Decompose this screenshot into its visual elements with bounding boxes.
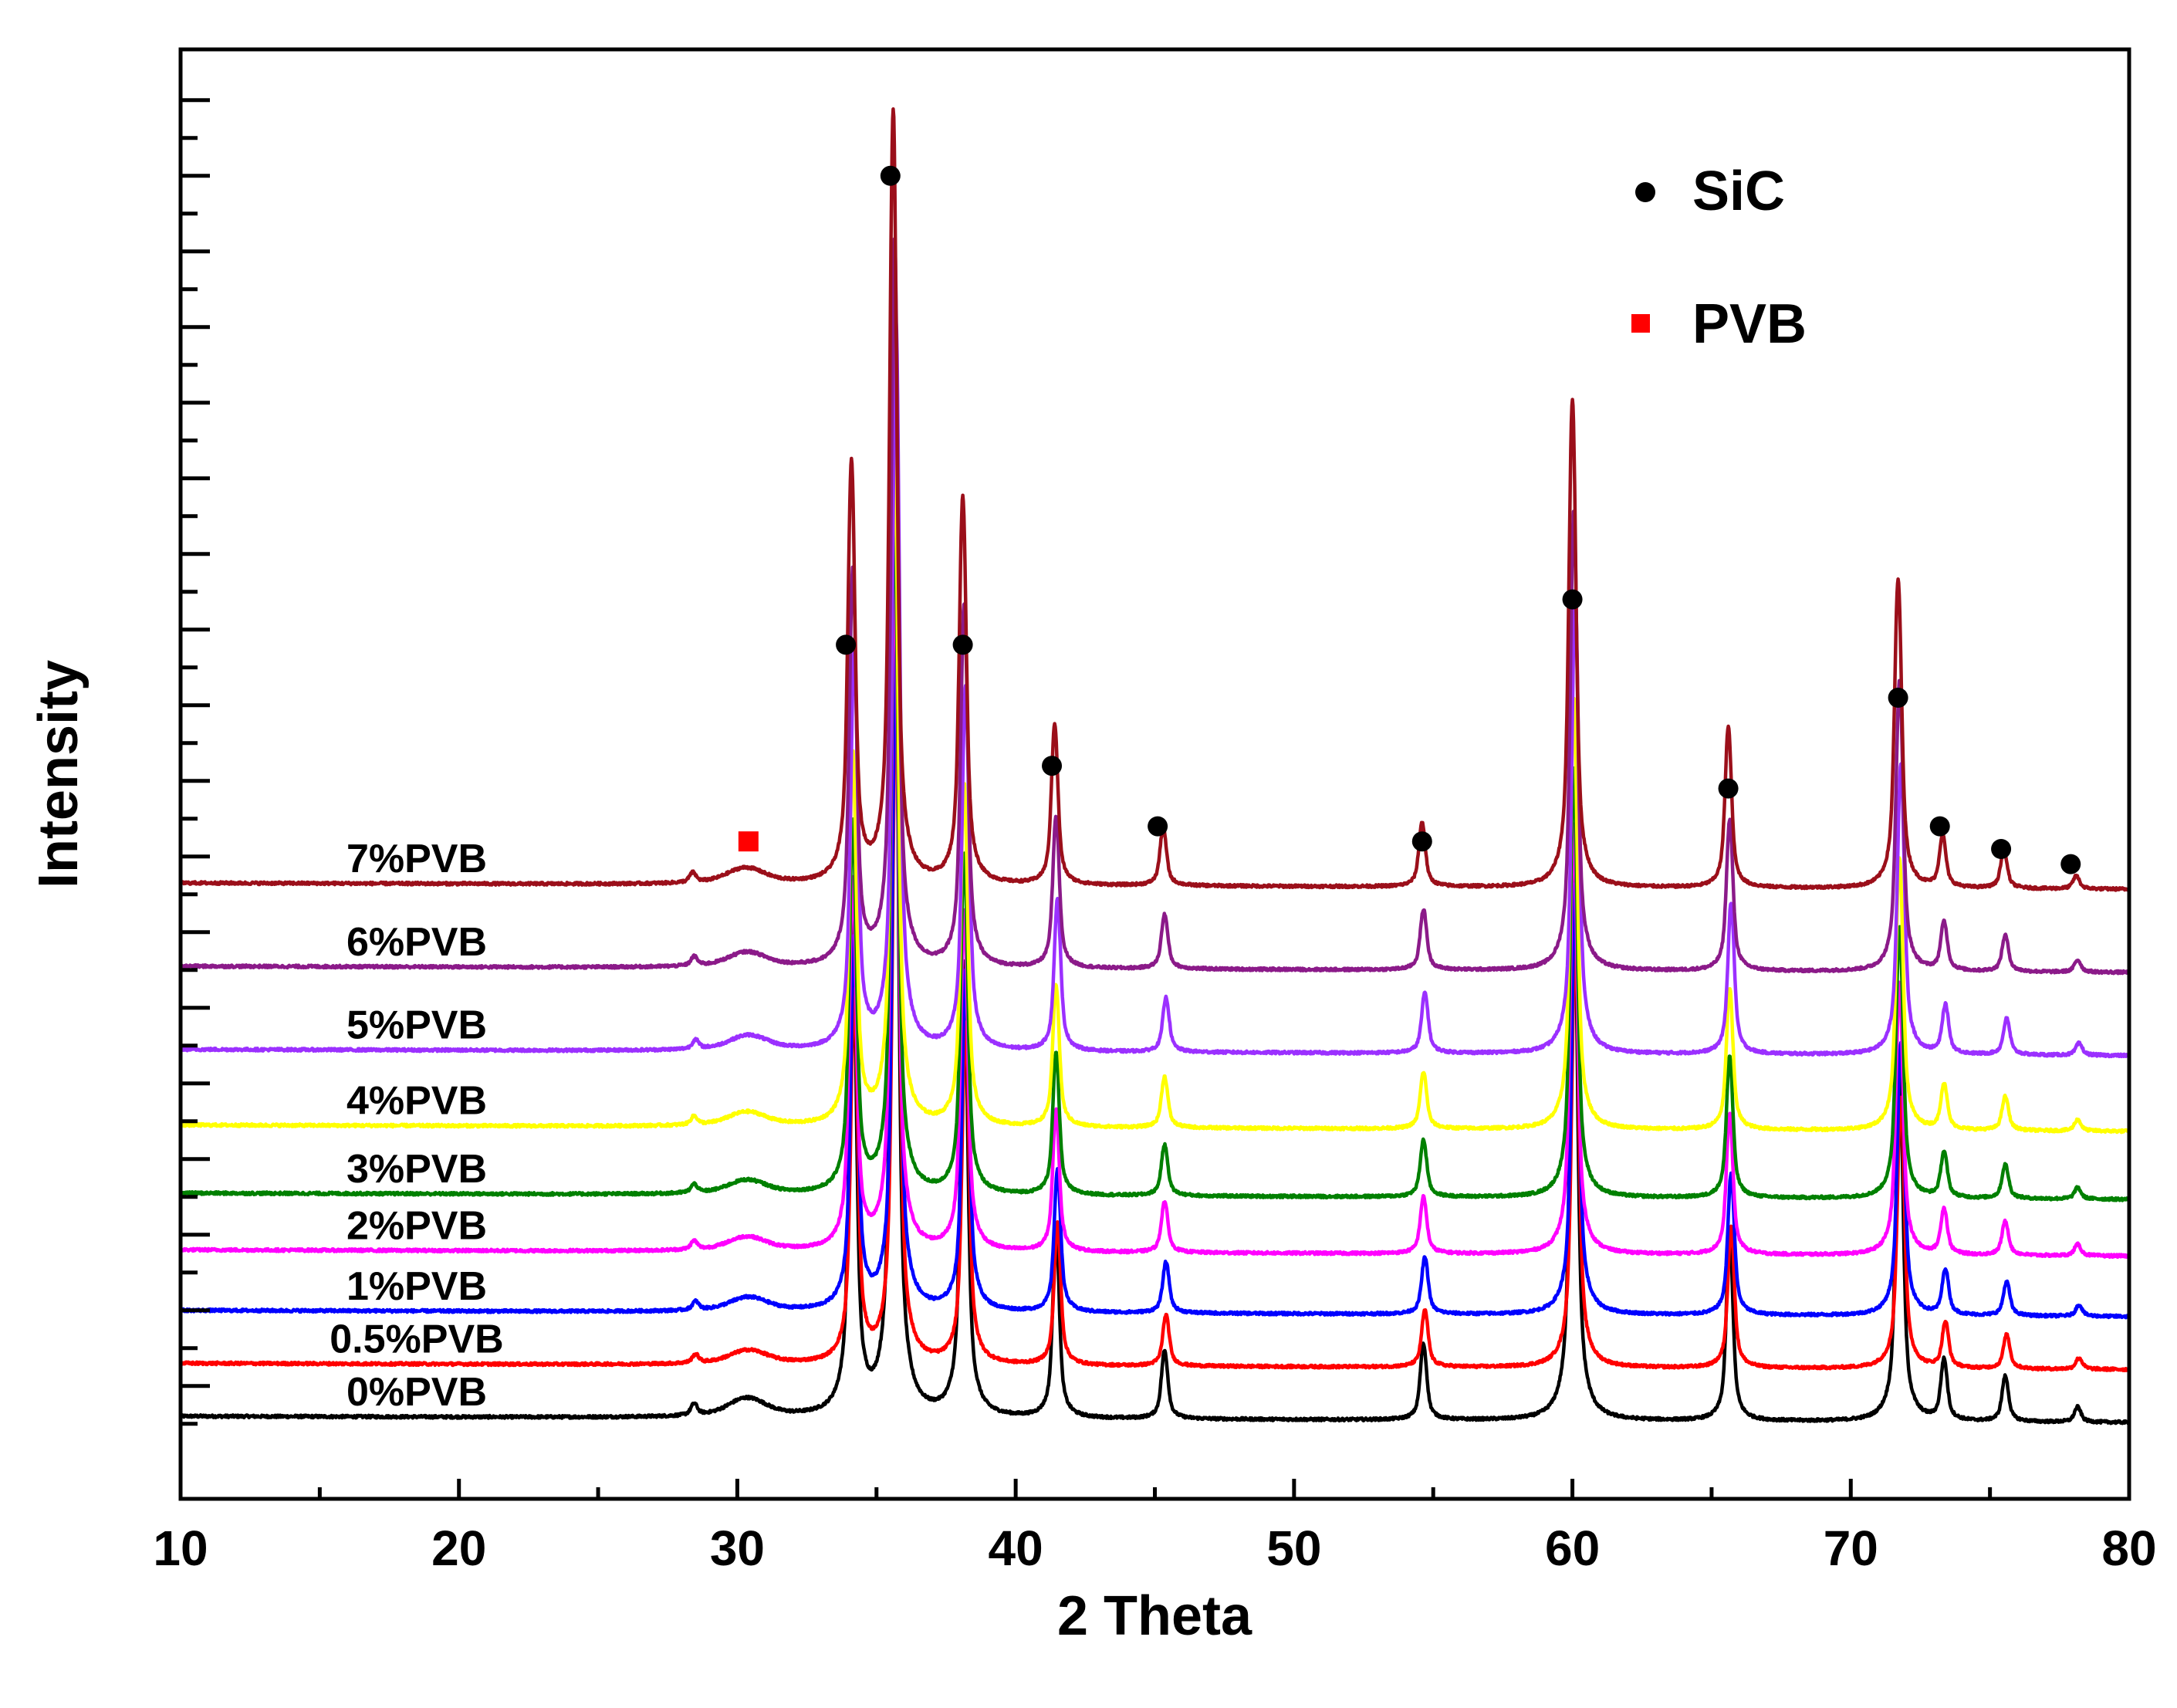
x-tick-label: 30 <box>710 1520 765 1576</box>
series-line-3 <box>179 567 2131 1260</box>
series-line-4 <box>179 509 2131 1202</box>
series-label-3: 2%PVB <box>346 1203 487 1248</box>
series-label-1: 0.5%PVB <box>330 1317 503 1361</box>
sic-peak-marker <box>880 165 901 186</box>
x-tick-label: 40 <box>989 1520 1043 1576</box>
series-label-7: 6%PVB <box>346 920 487 965</box>
x-tick-label: 10 <box>153 1520 208 1576</box>
sic-peak-marker <box>952 634 973 655</box>
sic-peak-marker <box>2060 854 2081 874</box>
series-label-5: 4%PVB <box>346 1079 487 1124</box>
series-label-0: 0%PVB <box>346 1370 487 1415</box>
series-line-2 <box>178 626 2131 1320</box>
x-tick-label: 80 <box>2101 1520 2156 1576</box>
series-line-6 <box>179 317 2131 1059</box>
legend-pvb-label: PVB <box>1692 293 1807 355</box>
sic-peak-marker <box>1148 816 1168 837</box>
legend-sic-marker <box>1635 182 1655 202</box>
series-label-4: 3%PVB <box>346 1147 487 1192</box>
axes: 10 20 30 40 50 60 70 80 <box>153 98 2157 1576</box>
sic-peak-marker <box>1562 589 1583 610</box>
series-line-8 <box>178 107 2131 892</box>
series-label-6: 5%PVB <box>346 1003 487 1048</box>
x-tick-label: 50 <box>1266 1520 1321 1576</box>
x-tick-label: 20 <box>431 1520 486 1576</box>
sic-peak-marker <box>1888 688 1908 708</box>
plot-area: 0%PVB 0.5%PVB 1%PVB 2%PVB 3%PVB 4%PVB 5%PVB 6%P… <box>178 107 2131 1426</box>
y-axis-title: Intensity <box>28 660 90 888</box>
sic-peak-marker <box>1411 831 1432 852</box>
pvb-peak-marker <box>738 831 759 852</box>
legend: SiC PVB <box>1631 161 1807 355</box>
sic-peak-marker <box>1042 756 1063 776</box>
series-line-1 <box>178 678 2131 1373</box>
series-line-7 <box>178 237 2131 976</box>
sic-peak-marker <box>836 634 857 655</box>
series-label-8: 7%PVB <box>346 837 487 881</box>
x-axis-title: 2 Theta <box>1057 1585 1252 1647</box>
series-line-5 <box>179 441 2131 1135</box>
sic-peak-marker <box>1929 816 1950 837</box>
series-label-2: 1%PVB <box>346 1264 487 1309</box>
x-tick-label: 70 <box>1824 1520 1878 1576</box>
series-line-0 <box>179 504 2131 1426</box>
x-tick-label: 60 <box>1545 1520 1600 1576</box>
legend-sic-label: SiC <box>1692 161 1785 222</box>
sic-peak-marker <box>1991 839 2012 859</box>
legend-pvb-marker <box>1631 314 1650 333</box>
sic-peak-marker <box>1718 778 1739 799</box>
